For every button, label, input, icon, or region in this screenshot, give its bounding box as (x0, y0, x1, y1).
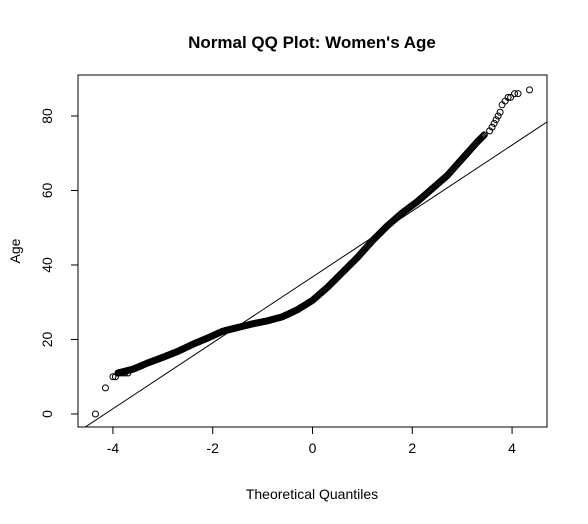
y-tick-label: 40 (39, 257, 55, 273)
x-tick-label: 0 (309, 440, 317, 456)
y-tick-label: 60 (39, 182, 55, 198)
data-point (480, 131, 488, 139)
y-tick-label: 20 (39, 331, 55, 347)
x-axis: -4 -2 0 2 4 (107, 427, 516, 456)
data-point (514, 90, 522, 98)
data-point (479, 132, 487, 140)
reference-line-group (84, 121, 547, 427)
reference-line (84, 121, 547, 427)
data-point (488, 123, 496, 131)
x-tick-label: -2 (206, 440, 219, 456)
plot-frame (77, 74, 548, 428)
y-tick-label: 80 (39, 108, 55, 124)
data-point (111, 373, 119, 381)
data-point (109, 373, 117, 381)
data-point (504, 93, 512, 101)
y-tick-label: 0 (39, 410, 55, 418)
x-tick-label: -4 (107, 440, 120, 456)
data-point (492, 116, 500, 124)
data-point (91, 410, 99, 418)
data-point (526, 86, 534, 94)
data-point (496, 108, 504, 116)
data-point (479, 133, 487, 141)
data-points (91, 86, 534, 418)
x-tick-label: 4 (508, 440, 516, 456)
data-point (121, 369, 129, 377)
y-axis-label: Age (7, 238, 23, 263)
chart-title: Normal QQ Plot: Women's Age (188, 33, 436, 52)
data-point (511, 90, 519, 98)
x-tick-label: 2 (408, 440, 416, 456)
data-point (507, 93, 515, 101)
x-axis-label: Theoretical Quantiles (246, 486, 378, 502)
data-point (494, 112, 502, 120)
data-point (101, 384, 109, 392)
data-point (124, 369, 132, 377)
data-point (490, 119, 498, 127)
y-axis: 0 20 40 60 80 (39, 108, 78, 418)
